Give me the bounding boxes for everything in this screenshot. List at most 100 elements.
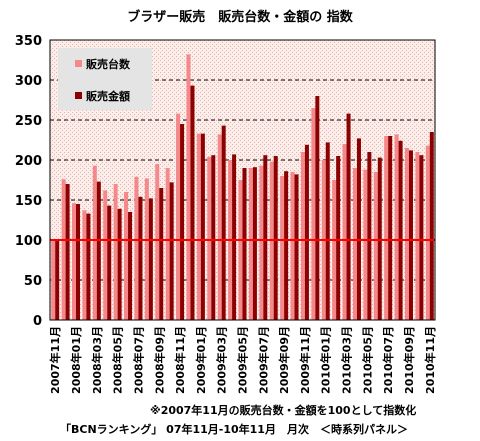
bar-amount xyxy=(180,124,185,320)
bar-units xyxy=(92,165,97,320)
x-tick-label: 2008年05月 xyxy=(111,326,125,394)
bar-amount xyxy=(367,152,372,320)
bar-units xyxy=(82,210,87,320)
bar-amount xyxy=(55,240,60,320)
bar-units xyxy=(144,178,149,320)
bar-amount xyxy=(242,168,247,320)
bar-units xyxy=(176,113,181,320)
x-tick-label: 2009年05月 xyxy=(236,326,250,394)
bar-amount xyxy=(232,154,237,320)
x-tick-label: 2009年01月 xyxy=(194,326,208,394)
chart-note: ※2007年11月の販売台数・金額を100として指数化 xyxy=(150,404,417,417)
bar-amount xyxy=(263,155,268,320)
bar-amount xyxy=(221,125,226,320)
y-tick-label: 350 xyxy=(15,34,42,49)
x-tick-label: 2010年01月 xyxy=(319,326,333,394)
bar-units xyxy=(51,240,56,320)
y-tick-label: 0 xyxy=(33,314,42,329)
bar-amount xyxy=(294,174,299,320)
x-tick-label: 2009年09月 xyxy=(277,326,291,394)
legend-swatch-amount xyxy=(75,92,82,99)
bar-units xyxy=(342,144,347,320)
bar-amount xyxy=(252,167,257,320)
bar-units xyxy=(415,152,420,320)
x-tick-label: 2010年09月 xyxy=(402,326,416,394)
x-tick-label: 2008年01月 xyxy=(69,326,83,394)
bar-amount xyxy=(398,140,403,320)
x-tick-label: 2009年07月 xyxy=(256,326,270,394)
y-tick-label: 50 xyxy=(24,274,42,289)
bar-units xyxy=(280,176,285,320)
bar-amount xyxy=(377,157,382,320)
x-tick-label: 2008年03月 xyxy=(90,326,104,394)
x-tick-label: 2009年03月 xyxy=(215,326,229,394)
legend-box xyxy=(58,48,152,110)
bar-units xyxy=(238,180,243,320)
bar-units xyxy=(404,148,409,320)
legend-swatch-units xyxy=(75,60,82,67)
chart-title: ブラザー販売 販売台数・金額の 指数 xyxy=(127,10,353,25)
legend-label-amount: 販売金額 xyxy=(86,89,130,103)
bar-units xyxy=(425,145,430,320)
bar-amount xyxy=(76,204,81,320)
x-tick-label: 2008年11月 xyxy=(173,326,187,394)
bar-amount xyxy=(86,213,91,320)
bar-units xyxy=(363,169,368,320)
bar-units xyxy=(124,192,129,320)
x-tick-label: 2007年11月 xyxy=(48,326,62,394)
x-tick-label: 2010年07月 xyxy=(381,326,395,394)
x-tick-label: 2008年09月 xyxy=(152,326,166,394)
y-tick-label: 300 xyxy=(15,74,42,89)
bar-amount xyxy=(107,205,112,320)
y-tick-label: 250 xyxy=(15,114,42,129)
bar-amount xyxy=(273,156,278,320)
bar-amount xyxy=(117,208,122,320)
bar-units xyxy=(103,190,108,320)
bar-amount xyxy=(169,182,174,320)
bar-amount xyxy=(315,96,320,320)
bar-units xyxy=(113,184,118,320)
bar-amount xyxy=(388,136,393,320)
bar-amount xyxy=(336,156,341,320)
bar-units xyxy=(134,176,139,320)
bar-units xyxy=(373,172,378,320)
x-tick-label: 2008年07月 xyxy=(131,326,145,394)
bar-amount xyxy=(284,171,289,320)
plot-frame xyxy=(49,39,436,321)
bar-units xyxy=(186,54,191,321)
bar-amount xyxy=(96,181,101,320)
bar-amount xyxy=(346,113,351,320)
bar-amount xyxy=(148,198,153,320)
x-tick-label: 2010年05月 xyxy=(360,326,374,394)
x-tick-label: 2010年11月 xyxy=(423,326,437,394)
bar-units xyxy=(384,136,389,320)
bar-amount xyxy=(128,212,133,320)
y-tick-label: 200 xyxy=(15,154,42,169)
bar-amount xyxy=(190,85,195,320)
bar-units xyxy=(332,180,337,320)
x-tick-label: 2009年11月 xyxy=(298,326,312,394)
bar-units xyxy=(207,156,212,320)
bar-units xyxy=(72,203,77,320)
chart-source: 「BCNランキング」 07年11月-10年11月 月次 ＜時系列パネル＞ xyxy=(60,423,408,436)
bar-units xyxy=(248,168,253,320)
bar-units xyxy=(217,134,222,320)
bar-units xyxy=(61,179,66,320)
bar-amount xyxy=(65,184,70,320)
bar-units xyxy=(300,152,305,320)
bar-amount xyxy=(138,196,143,320)
bar-amount xyxy=(429,132,434,320)
bar-units xyxy=(196,133,201,320)
bar-amount xyxy=(419,155,424,320)
bar-units xyxy=(290,172,295,320)
bar-units xyxy=(394,134,399,320)
bar-units xyxy=(155,164,160,320)
bar-amount xyxy=(200,133,205,320)
bar-amount xyxy=(325,142,330,320)
x-tick-label: 2010年03月 xyxy=(340,326,354,394)
bar-amount xyxy=(304,144,309,320)
bar-units xyxy=(259,165,264,320)
bar-amount xyxy=(159,188,164,320)
